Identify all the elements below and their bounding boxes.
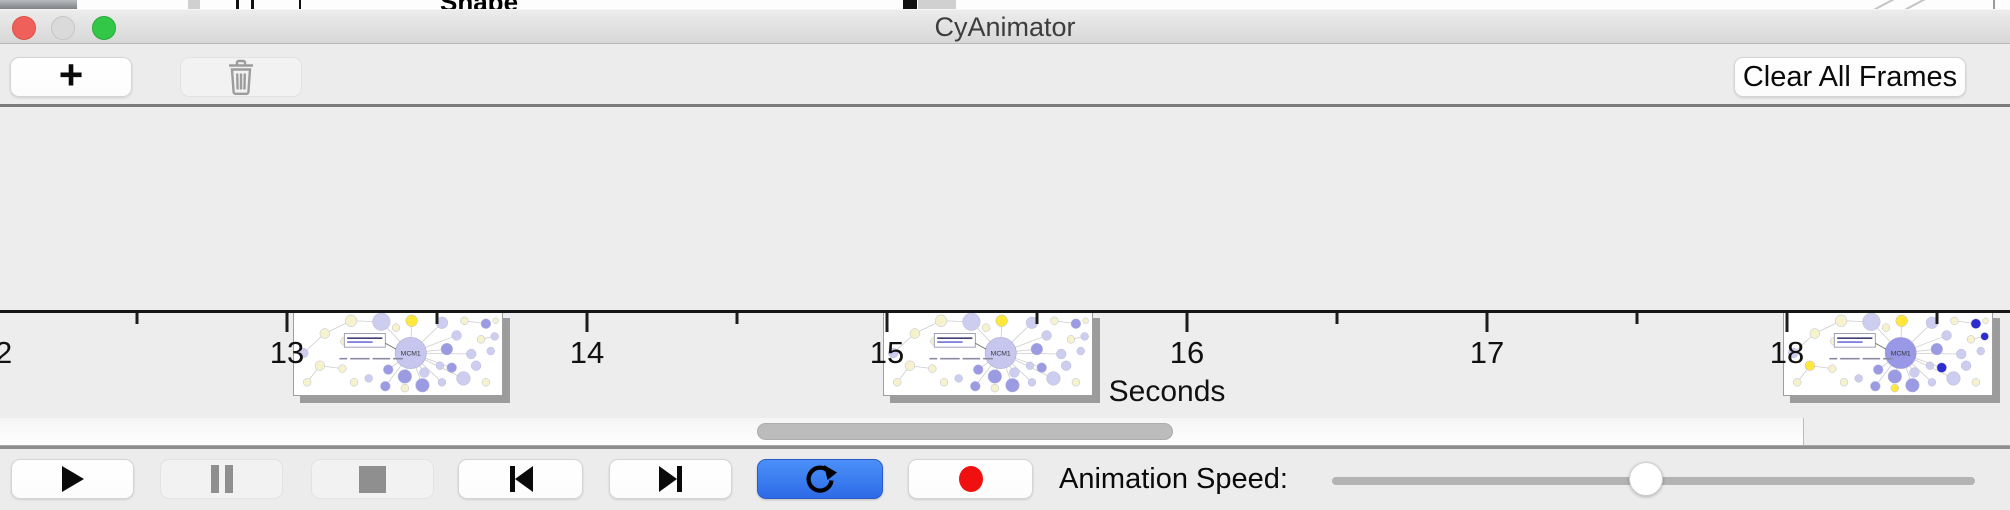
timeline-minor-tick (1935, 313, 1939, 324)
svg-text:MCM1: MCM1 (401, 350, 421, 357)
timeline-minor-tick (435, 313, 439, 324)
keyframe-thumbnail[interactable]: MCM1 (293, 311, 503, 396)
pause-button[interactable] (160, 459, 283, 499)
timeline-major-tick (585, 313, 589, 332)
add-frame-button[interactable]: + (10, 51, 132, 98)
minimize-button[interactable] (51, 16, 75, 40)
timeline-tick-label: 17 (1469, 335, 1505, 370)
timeline-ruler (0, 310, 2010, 313)
scrollbar-corner (1803, 418, 2010, 445)
timeline-tick-label: 15 (869, 335, 905, 370)
timeline-major-tick (1185, 313, 1189, 332)
svg-text:MCM1: MCM1 (991, 350, 1011, 357)
skip-to-start-button[interactable] (458, 459, 583, 499)
background-line (1993, 0, 1995, 9)
loop-button[interactable] (757, 459, 883, 499)
background-band (188, 0, 200, 9)
timeline-tick-label: 13 (269, 335, 305, 370)
background-mark (903, 0, 917, 9)
window-title: CyAnimator (934, 12, 1076, 42)
background-band (918, 0, 956, 9)
timeline-tick-label: 16 (1169, 335, 1205, 370)
clear-all-frames-button[interactable]: Clear All Frames (1734, 57, 1966, 97)
separator (0, 446, 2010, 449)
delete-frame-button[interactable] (180, 57, 302, 97)
background-block (0, 0, 77, 9)
trash-icon (229, 59, 253, 95)
timeline-axis-label: Seconds (1108, 375, 1226, 408)
background-line (1894, 0, 1934, 9)
record-icon (958, 466, 983, 492)
playback-toolbar: Animation Speed: (0, 449, 2010, 510)
timeline-tick-label: 18 (1769, 335, 1805, 370)
svg-text:MCM1: MCM1 (1891, 350, 1911, 357)
stop-icon (359, 465, 386, 493)
background-mark (299, 0, 301, 9)
background-mark (251, 0, 254, 9)
background-line (1863, 0, 1903, 9)
timeline-minor-tick (1335, 313, 1339, 324)
frame-toolbar: + Clear All Frames (0, 44, 2010, 107)
plus-icon: + (58, 51, 84, 98)
skip-to-end-button[interactable] (609, 459, 732, 499)
background-window-strip: Shape (0, 0, 2010, 9)
keyframe-thumbnail[interactable]: MCM1 (883, 311, 1093, 396)
timeline-scrollbar-track[interactable] (0, 418, 2010, 446)
pause-icon (210, 465, 233, 493)
skip-to-end-icon (658, 466, 682, 492)
record-button[interactable] (908, 459, 1033, 499)
keyframe-thumbnail[interactable]: MCM1 (1783, 311, 1993, 396)
close-button[interactable] (12, 16, 36, 40)
timeline-tick-label: 12 (0, 335, 13, 370)
timeline-major-tick (1485, 313, 1489, 332)
timeline-minor-tick (1035, 313, 1039, 324)
scrollbar-thumb[interactable] (757, 423, 1173, 440)
play-icon (61, 466, 84, 492)
timeline-major-tick (285, 313, 289, 332)
timeline-tick-label: 14 (569, 335, 605, 370)
background-mark (236, 0, 239, 9)
animation-speed-label: Animation Speed: (1059, 463, 1288, 495)
titlebar: CyAnimator (0, 9, 2010, 44)
animation-speed-slider-thumb[interactable] (1629, 462, 1663, 496)
timeline-panel[interactable]: MCM1 MCM1 MCM1 12 13 14 15 16 17 18 Seconds (0, 107, 2010, 418)
timeline-major-tick (1785, 313, 1789, 332)
timeline-minor-tick (135, 313, 139, 324)
background-partial-text: Shape (440, 0, 518, 9)
cyanimator-window: CyAnimator + Clear All Frames MCM (0, 9, 2010, 510)
timeline-major-tick (885, 313, 889, 332)
timeline-minor-tick (735, 313, 739, 324)
zoom-button[interactable] (92, 16, 116, 40)
loop-icon (806, 465, 837, 493)
play-button[interactable] (11, 459, 134, 499)
stop-button[interactable] (311, 459, 434, 499)
timeline-minor-tick (1635, 313, 1639, 324)
skip-to-start-icon (509, 466, 533, 492)
